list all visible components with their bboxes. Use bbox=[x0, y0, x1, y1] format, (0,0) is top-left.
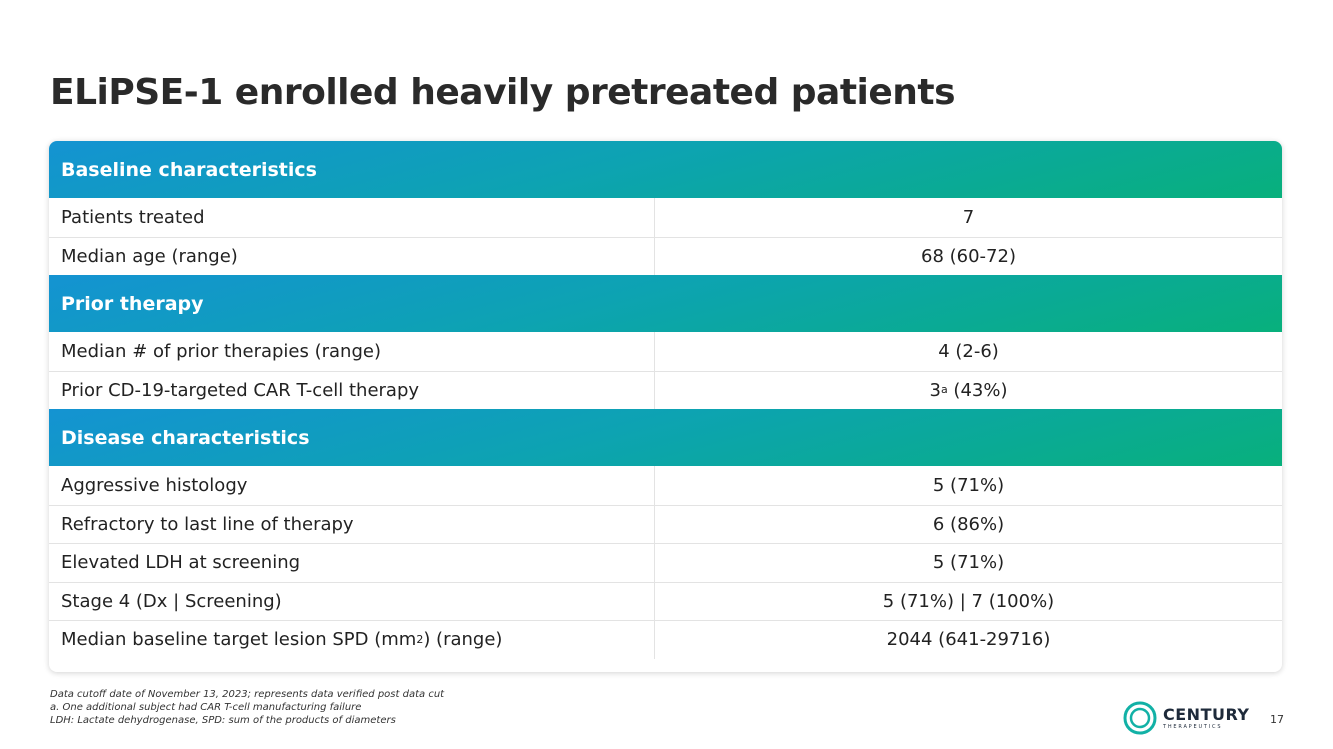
section-header-disease: Disease characteristics bbox=[49, 409, 1282, 466]
label-tail: ) (range) bbox=[423, 629, 503, 651]
century-mark-icon bbox=[1123, 701, 1157, 735]
section-header-baseline: Baseline characteristics bbox=[49, 141, 1282, 198]
row-value: 5 (71%) bbox=[932, 552, 1005, 574]
row-value: 5 (71%) bbox=[932, 474, 1005, 496]
table-row: Refractory to last line of therapy 6 (86… bbox=[49, 504, 1282, 543]
footnote-line: Data cutoff date of November 13, 2023; r… bbox=[50, 689, 445, 700]
logo-subtitle: THERAPEUTICS bbox=[1163, 723, 1223, 730]
table-row: Patients treated 7 bbox=[49, 198, 1282, 237]
row-label: Prior CD-19-targeted CAR T-cell therapy bbox=[49, 371, 655, 409]
row-label: Refractory to last line of therapy bbox=[49, 505, 655, 543]
table-row: Prior CD-19-targeted CAR T-cell therapy … bbox=[49, 370, 1282, 409]
slide-title: ELiPSE-1 enrolled heavily pretreated pat… bbox=[50, 72, 956, 113]
row-label: Elevated LDH at screening bbox=[49, 544, 655, 582]
row-label: Median baseline target lesion SPD (mm 2) … bbox=[49, 621, 655, 659]
row-label: Median # of prior therapies (range) bbox=[49, 332, 655, 371]
row-label: Aggressive histology bbox=[49, 466, 655, 505]
table-row: Median baseline target lesion SPD (mm 2) … bbox=[49, 620, 1282, 659]
row-value: 68 (60-72) bbox=[921, 245, 1016, 267]
table-row: Stage 4 (Dx | Screening) 5 (71%) | 7 (10… bbox=[49, 581, 1282, 620]
table-row: Median age (range) 68 (60-72) bbox=[49, 236, 1282, 275]
row-value: 7 bbox=[962, 206, 975, 228]
row-value: 6 (86%) bbox=[932, 513, 1005, 535]
row-value: 4 (2-6) bbox=[938, 340, 999, 362]
logo-name: CENTURY bbox=[1163, 704, 1250, 724]
page-number: 17 bbox=[1270, 713, 1284, 726]
row-label: Stage 4 (Dx | Screening) bbox=[49, 582, 655, 620]
footnote-line: LDH: Lactate dehydrogenase, SPD: sum of … bbox=[50, 715, 396, 726]
row-value: 2044 (641-29716) bbox=[886, 629, 1051, 651]
section-header-prior-therapy: Prior therapy bbox=[49, 275, 1282, 332]
century-logo: CENTURY THERAPEUTICS bbox=[1123, 700, 1253, 736]
characteristics-table: Baseline characteristics Patients treate… bbox=[49, 141, 1282, 672]
row-value: 5 (71%) | 7 (100%) bbox=[882, 590, 1055, 612]
value-percent: (43%) bbox=[947, 379, 1008, 401]
table-row: Median # of prior therapies (range) 4 (2… bbox=[49, 332, 1282, 371]
value-main: 3 bbox=[929, 379, 941, 401]
table-row: Elevated LDH at screening 5 (71%) bbox=[49, 543, 1282, 582]
label-main: Median baseline target lesion SPD (mm bbox=[61, 629, 417, 651]
row-label: Patients treated bbox=[49, 198, 655, 237]
row-label: Median age (range) bbox=[49, 237, 655, 275]
table-row: Aggressive histology 5 (71%) bbox=[49, 466, 1282, 505]
footnote-line: a. One additional subject had CAR T-cell… bbox=[50, 702, 362, 713]
footnotes: Data cutoff date of November 13, 2023; r… bbox=[50, 688, 444, 727]
